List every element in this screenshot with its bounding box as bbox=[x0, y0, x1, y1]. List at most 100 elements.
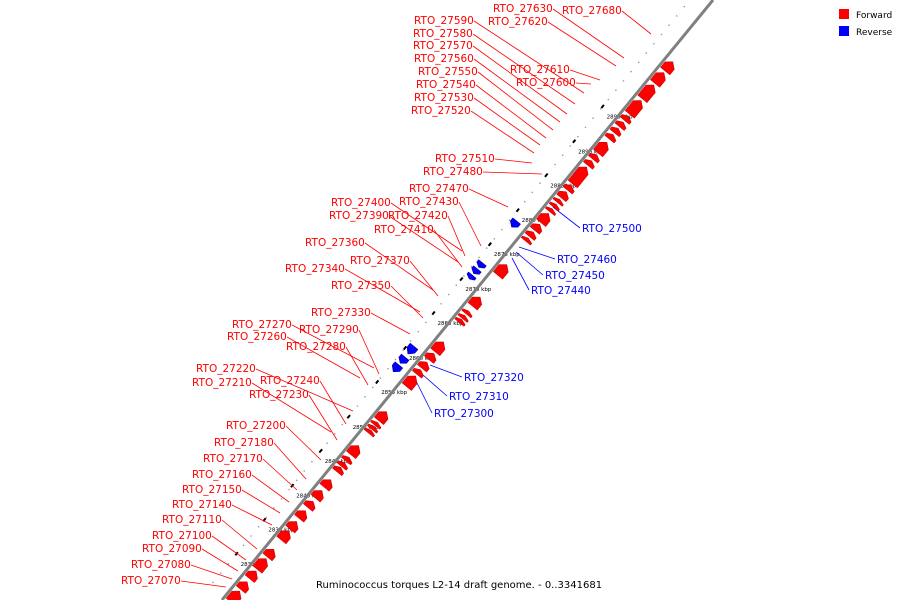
gene-label-rto_27530[interactable]: RTO_27530 bbox=[414, 92, 474, 104]
forward-gene-arrow[interactable] bbox=[332, 465, 344, 477]
forward-gene-arrow[interactable] bbox=[285, 521, 299, 534]
gene-label-rto_27520[interactable]: RTO_27520 bbox=[411, 105, 471, 117]
gene-label-rto_27500[interactable]: RTO_27500 bbox=[582, 223, 642, 235]
forward-gene-arrow[interactable] bbox=[660, 61, 675, 76]
gene-label-rto_27450[interactable]: RTO_27450 bbox=[545, 270, 605, 282]
gene-label-rto_27590[interactable]: RTO_27590 bbox=[414, 15, 474, 27]
reverse-gene-arrow[interactable] bbox=[406, 342, 419, 355]
forward-gene-arrow[interactable] bbox=[582, 159, 595, 170]
gene-label-rto_27540[interactable]: RTO_27540 bbox=[416, 79, 476, 91]
gene-label-rto_27570[interactable]: RTO_27570 bbox=[413, 40, 473, 52]
reverse-gene-arrow[interactable] bbox=[471, 265, 482, 275]
forward-gene-arrow[interactable] bbox=[366, 423, 379, 434]
gene-label-rto_27600[interactable]: RTO_27600 bbox=[516, 77, 576, 89]
gene-label-rto_27160[interactable]: RTO_27160 bbox=[192, 469, 252, 481]
forward-gene-arrow[interactable] bbox=[467, 296, 482, 311]
gene-label-rto_27580[interactable]: RTO_27580 bbox=[413, 28, 473, 40]
gene-label-rto_27180[interactable]: RTO_27180 bbox=[214, 437, 274, 449]
gene-label-rto_27390[interactable]: RTO_27390 bbox=[329, 210, 389, 222]
forward-gene-arrow[interactable] bbox=[567, 166, 589, 189]
gene-label-rto_27370[interactable]: RTO_27370 bbox=[350, 255, 410, 267]
gene-label-rto_27320[interactable]: RTO_27320 bbox=[464, 372, 524, 384]
gene-label-rto_27510[interactable]: RTO_27510 bbox=[435, 153, 495, 165]
gene-label-rto_27440[interactable]: RTO_27440 bbox=[531, 285, 591, 297]
forward-gene-arrow[interactable] bbox=[252, 558, 268, 574]
gene-label-rto_27200[interactable]: RTO_27200 bbox=[226, 420, 286, 432]
gene-label-rto_27210[interactable]: RTO_27210 bbox=[192, 377, 252, 389]
gene-label-rto_27360[interactable]: RTO_27360 bbox=[305, 237, 365, 249]
forward-gene-arrow[interactable] bbox=[593, 142, 609, 158]
forward-gene-arrow[interactable] bbox=[520, 235, 533, 246]
gene-label-rto_27150[interactable]: RTO_27150 bbox=[182, 484, 242, 496]
forward-gene-arrow[interactable] bbox=[302, 500, 316, 512]
forward-gene-arrow[interactable] bbox=[340, 455, 353, 466]
forward-gene-arrow[interactable] bbox=[457, 313, 469, 323]
forward-gene-arrow[interactable] bbox=[614, 120, 627, 131]
forward-gene-arrow[interactable] bbox=[370, 419, 382, 430]
gene-label-rto_27220[interactable]: RTO_27220 bbox=[196, 363, 256, 375]
gene-label-rto_27460[interactable]: RTO_27460 bbox=[557, 254, 617, 266]
gene-label-rto_27560[interactable]: RTO_27560 bbox=[414, 53, 474, 65]
gene-label-rto_27430[interactable]: RTO_27430 bbox=[399, 196, 459, 208]
gene-label-rto_27230[interactable]: RTO_27230 bbox=[249, 389, 309, 401]
gene-label-rto_27260[interactable]: RTO_27260 bbox=[227, 331, 287, 343]
forward-gene-arrow[interactable] bbox=[454, 316, 466, 327]
forward-gene-arrow[interactable] bbox=[548, 201, 560, 212]
reverse-gene-arrow[interactable] bbox=[476, 259, 487, 269]
gene-label-rto_27290[interactable]: RTO_27290 bbox=[299, 324, 359, 336]
gene-label-rto_27630[interactable]: RTO_27630 bbox=[493, 3, 553, 15]
gene-label-rto_27300[interactable]: RTO_27300 bbox=[434, 408, 494, 420]
gene-label-rto_27350[interactable]: RTO_27350 bbox=[331, 280, 391, 292]
forward-gene-arrow[interactable] bbox=[294, 510, 308, 523]
forward-gene-arrow[interactable] bbox=[587, 152, 600, 164]
gene-label-rto_27550[interactable]: RTO_27550 bbox=[418, 66, 478, 78]
forward-gene-arrow[interactable] bbox=[336, 460, 349, 471]
reverse-gene-arrow[interactable] bbox=[391, 361, 404, 373]
gene-label-rto_27170[interactable]: RTO_27170 bbox=[203, 453, 263, 465]
forward-gene-arrow[interactable] bbox=[319, 479, 333, 492]
forward-gene-arrow[interactable] bbox=[604, 132, 617, 144]
gene-label-rto_27470[interactable]: RTO_27470 bbox=[409, 183, 469, 195]
forward-gene-arrow[interactable] bbox=[423, 352, 437, 364]
gene-label-rto_27080[interactable]: RTO_27080 bbox=[131, 559, 191, 571]
forward-gene-arrow[interactable] bbox=[244, 570, 258, 583]
gene-label-rto_27400[interactable]: RTO_27400 bbox=[331, 197, 391, 209]
gene-label-rto_27420[interactable]: RTO_27420 bbox=[388, 210, 448, 222]
gene-label-rto_27270[interactable]: RTO_27270 bbox=[232, 319, 292, 331]
gene-label-rto_27310[interactable]: RTO_27310 bbox=[449, 391, 509, 403]
reverse-gene-arrow[interactable] bbox=[398, 353, 410, 364]
forward-gene-arrow[interactable] bbox=[552, 197, 564, 207]
forward-gene-arrow[interactable] bbox=[536, 213, 551, 227]
gene-label-rto_27680[interactable]: RTO_27680 bbox=[562, 5, 622, 17]
forward-gene-arrow[interactable] bbox=[262, 549, 276, 562]
forward-gene-arrow[interactable] bbox=[401, 375, 418, 391]
gene-label-rto_27340[interactable]: RTO_27340 bbox=[285, 263, 345, 275]
gene-label-rto_27280[interactable]: RTO_27280 bbox=[286, 341, 346, 353]
gene-label-rto_27110[interactable]: RTO_27110 bbox=[162, 514, 222, 526]
reverse-gene-arrow[interactable] bbox=[510, 217, 521, 228]
forward-gene-arrow[interactable] bbox=[310, 490, 324, 503]
forward-gene-arrow[interactable] bbox=[609, 126, 622, 138]
forward-gene-arrow[interactable] bbox=[524, 230, 537, 241]
forward-gene-arrow[interactable] bbox=[461, 308, 473, 319]
gene-label-rto_27610[interactable]: RTO_27610 bbox=[510, 64, 570, 76]
gene-label-rto_27100[interactable]: RTO_27100 bbox=[152, 530, 212, 542]
forward-gene-arrow[interactable] bbox=[235, 581, 249, 594]
forward-gene-arrow[interactable] bbox=[562, 183, 575, 195]
forward-gene-arrow[interactable] bbox=[619, 114, 632, 125]
gene-label-rto_27140[interactable]: RTO_27140 bbox=[172, 499, 232, 511]
forward-gene-arrow[interactable] bbox=[492, 264, 509, 280]
forward-gene-arrow[interactable] bbox=[276, 530, 291, 545]
reverse-gene-arrow[interactable] bbox=[466, 271, 477, 281]
gene-label-rto_27620[interactable]: RTO_27620 bbox=[488, 16, 548, 28]
gene-label-rto_27330[interactable]: RTO_27330 bbox=[311, 307, 371, 319]
gene-label-rto_27410[interactable]: RTO_27410 bbox=[374, 224, 434, 236]
forward-gene-arrow[interactable] bbox=[411, 368, 424, 379]
forward-gene-arrow[interactable] bbox=[346, 445, 361, 460]
forward-gene-arrow[interactable] bbox=[650, 72, 666, 88]
forward-gene-arrow[interactable] bbox=[637, 84, 656, 104]
forward-gene-arrow[interactable] bbox=[416, 361, 430, 373]
forward-gene-arrow[interactable] bbox=[529, 223, 543, 235]
gene-label-rto_27090[interactable]: RTO_27090 bbox=[142, 543, 202, 555]
forward-gene-arrow[interactable] bbox=[556, 190, 569, 203]
